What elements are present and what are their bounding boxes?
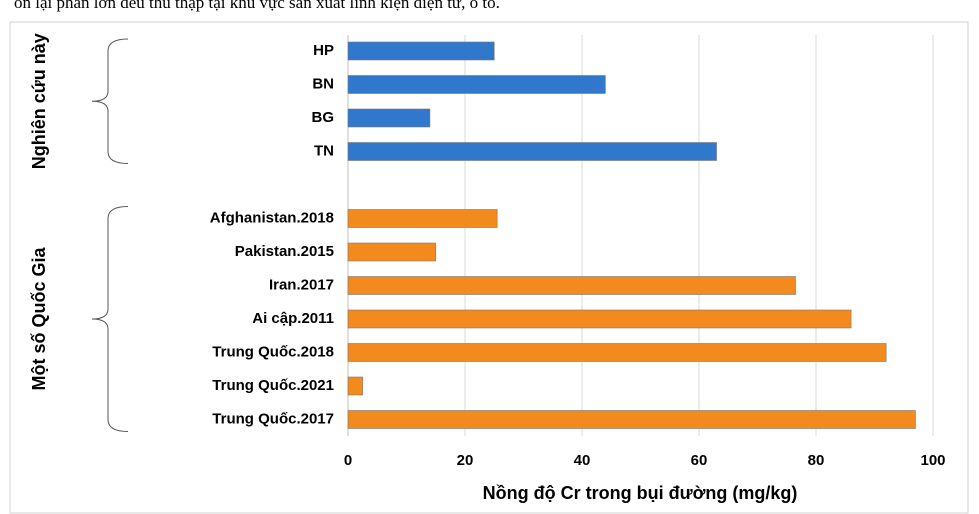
chart-frame xyxy=(9,21,969,514)
caption: òn lại phần lớn đều thu thập tại khu vực… xyxy=(14,0,500,12)
bar xyxy=(347,75,606,94)
y-tick-label: HP xyxy=(313,42,334,59)
y-tick-label: Pakistan.2015 xyxy=(235,243,334,260)
y-tick-label: BG xyxy=(312,109,335,126)
y-tick-label: Iran.2017 xyxy=(269,276,334,293)
group-label: Một số Quốc Gia xyxy=(29,247,49,391)
bar xyxy=(347,276,796,295)
bar xyxy=(347,108,431,128)
bar xyxy=(347,343,887,362)
x-tick-label: 0 xyxy=(344,452,352,469)
x-tick-label: 40 xyxy=(574,452,591,469)
x-tick-label: 80 xyxy=(808,452,825,469)
bar xyxy=(347,209,498,228)
x-tick-label: 100 xyxy=(920,452,945,469)
bar xyxy=(347,41,495,61)
bar xyxy=(347,410,916,429)
bar xyxy=(347,142,717,161)
y-tick-label: Trung Quốc.2021 xyxy=(212,377,334,394)
y-tick-label: Trung Quốc.2017 xyxy=(212,410,334,427)
bar xyxy=(347,376,363,396)
y-tick-label: Afghanistan.2018 xyxy=(210,209,334,226)
y-tick-label: Trung Quốc.2018 xyxy=(212,343,334,360)
bar xyxy=(347,242,437,262)
group-brace xyxy=(91,38,129,164)
group-brace xyxy=(91,206,129,432)
group-label: Nghiên cứu này xyxy=(29,33,49,169)
y-tick-label: TN xyxy=(314,142,334,159)
x-tick-label: 20 xyxy=(457,452,474,469)
x-axis-title: Nồng độ Cr trong bụi đường (mg/kg) xyxy=(483,483,798,503)
y-tick-label: Ai cập.2011 xyxy=(252,310,334,327)
bar xyxy=(347,309,852,329)
y-tick-label: BN xyxy=(312,75,334,92)
x-tick-label: 60 xyxy=(691,452,708,469)
